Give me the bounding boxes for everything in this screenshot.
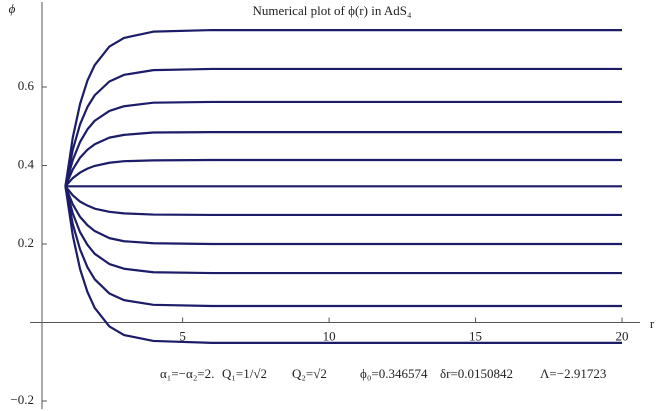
y-tick-label: 0.6 xyxy=(18,78,35,93)
curve xyxy=(64,186,622,308)
curve xyxy=(64,186,622,345)
chart-title: Numerical plot of ϕ(r) in AdS₄ xyxy=(252,3,412,18)
curve xyxy=(64,67,622,187)
x-tick-label: 5 xyxy=(179,328,186,343)
annotation: Λ=−2.91723 xyxy=(540,366,606,381)
annotation: Q₁=1/√2 xyxy=(222,366,267,381)
curve xyxy=(64,158,622,188)
annotation: ϕ₀=0.346574 xyxy=(360,366,428,381)
x-tick-label: 10 xyxy=(323,328,336,343)
x-tick-label: 20 xyxy=(616,328,629,343)
curve xyxy=(64,186,622,275)
curve xyxy=(64,28,622,187)
curve xyxy=(64,100,622,187)
curve xyxy=(64,185,622,246)
x-axis-label: r xyxy=(650,316,655,331)
y-tick-label: −0.2 xyxy=(10,392,34,407)
annotation: α₁=−α₂=2. xyxy=(160,366,214,381)
x-tick-label: 15 xyxy=(469,328,482,343)
y-tick-label: 0.2 xyxy=(18,235,34,250)
annotation: δr=0.0150842 xyxy=(440,366,513,381)
annotation: Q₂=√2 xyxy=(292,366,327,381)
y-axis-label: ϕ xyxy=(9,1,16,16)
curve xyxy=(64,131,622,187)
y-tick-label: 0.4 xyxy=(18,156,35,171)
curve xyxy=(64,185,622,217)
